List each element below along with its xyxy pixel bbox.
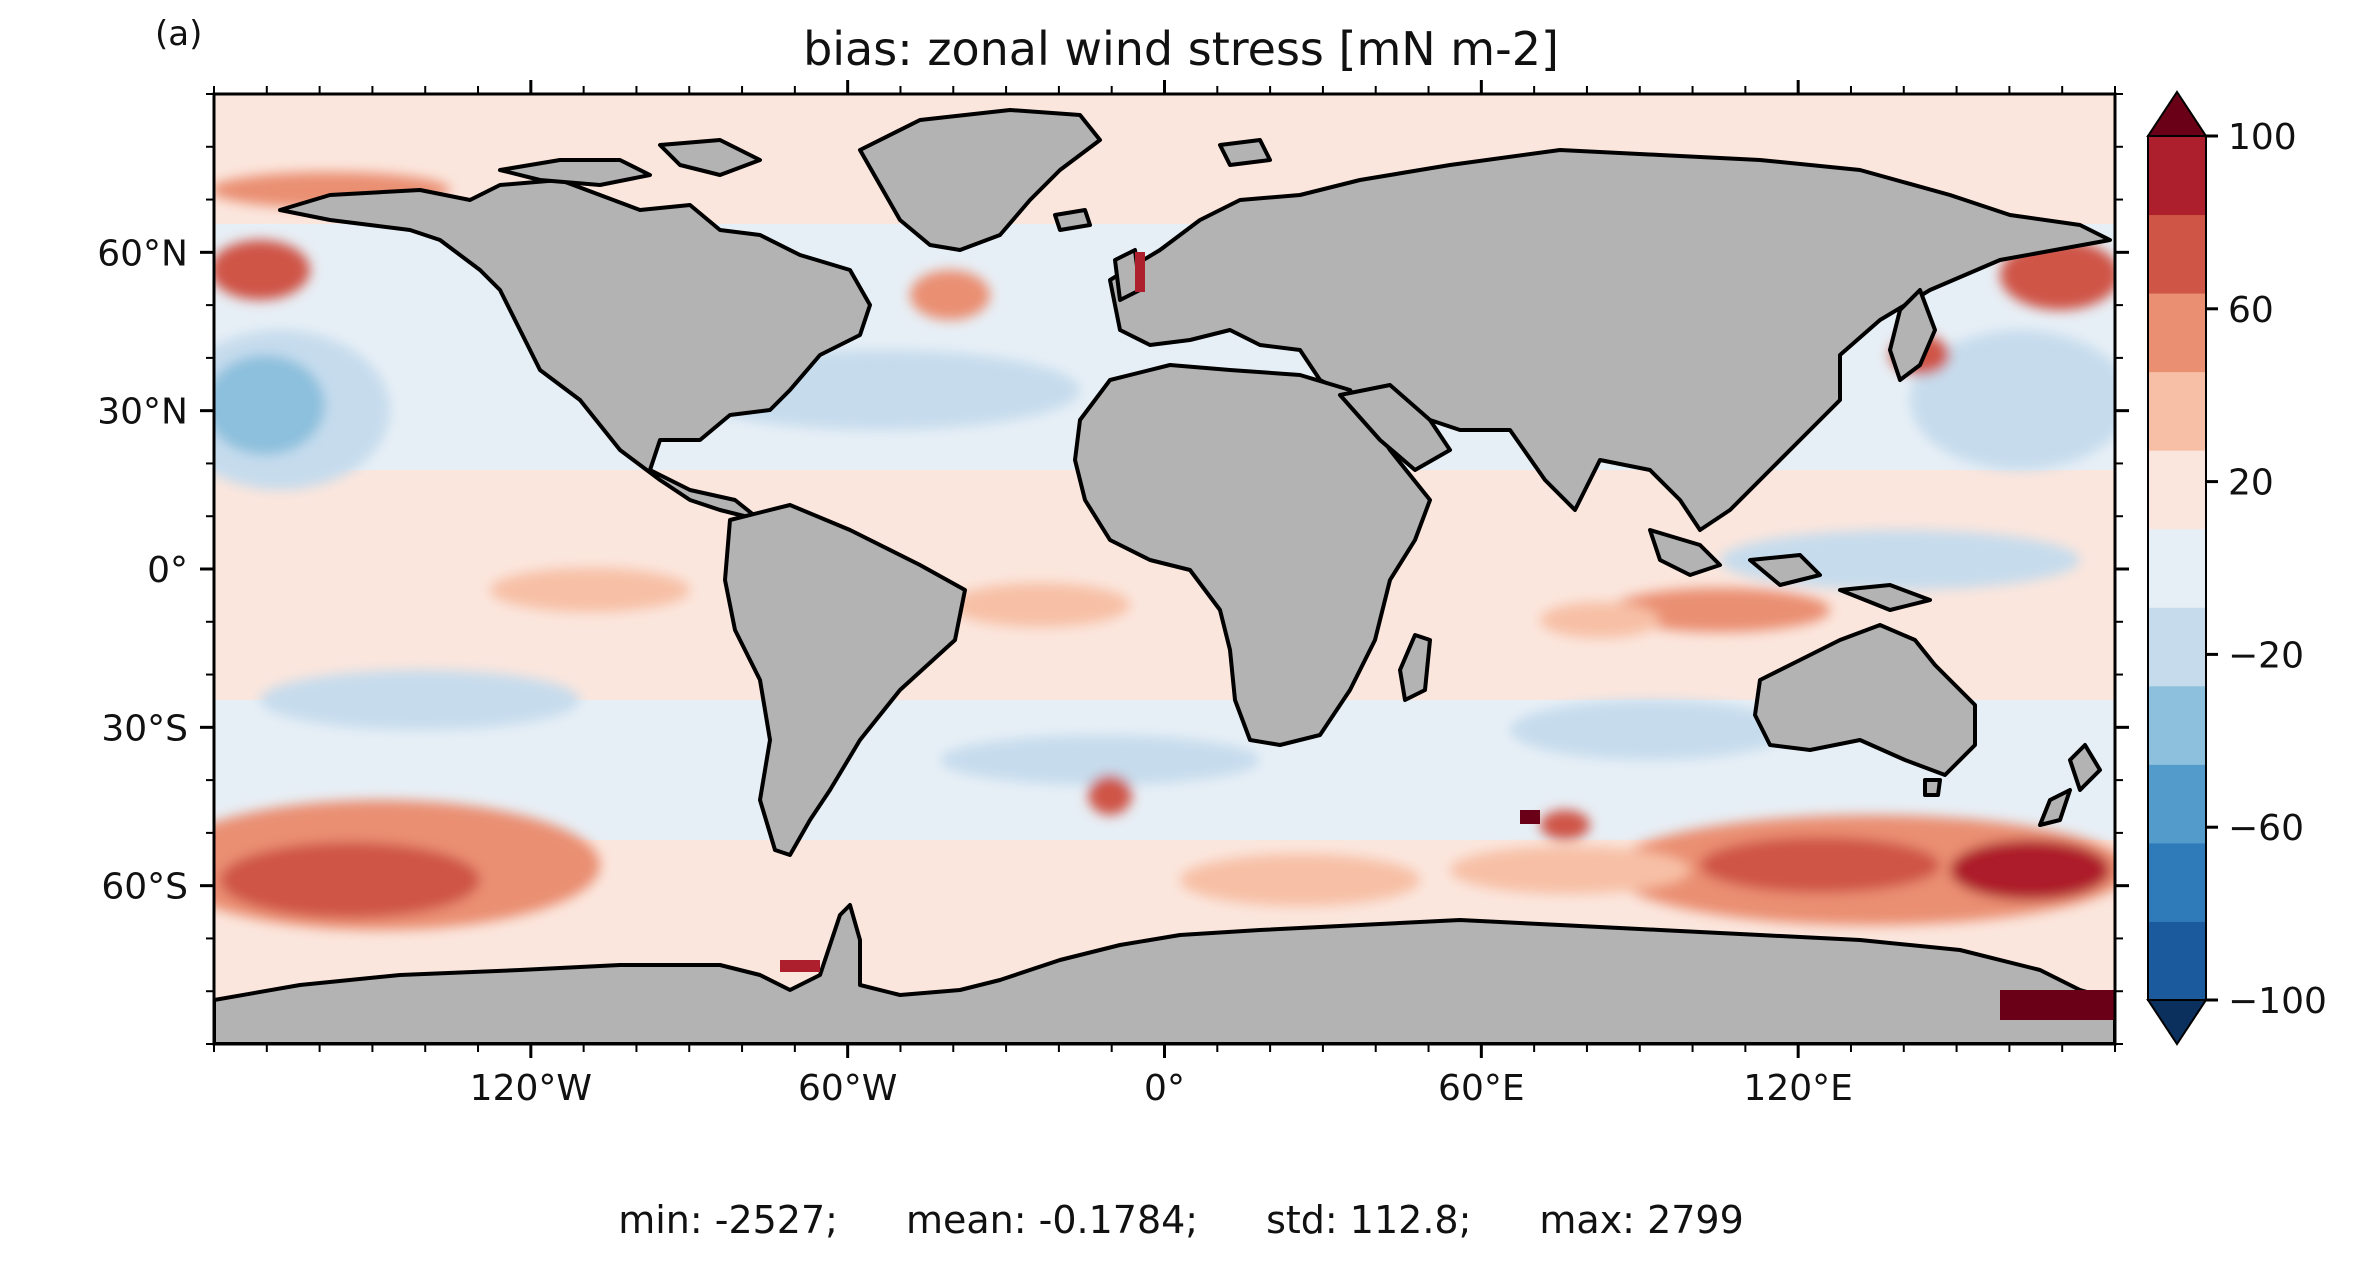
colorbar-tick-label: 60 bbox=[2228, 290, 2274, 331]
colorbar-tick-label: −100 bbox=[2228, 981, 2327, 1022]
south-america bbox=[723, 503, 967, 857]
map-axes: 120°W 60°W 0° 60°E 120°E 60°N 30°N 0° 30°S 60°S bbox=[97, 80, 2129, 1109]
indonesia bbox=[1648, 528, 1932, 612]
colorbar: 100 60 20 −20 −60 −100 bbox=[2146, 90, 2327, 1046]
iceland bbox=[1053, 208, 1092, 232]
latitude-tick-label: 30°N bbox=[97, 392, 188, 433]
africa bbox=[1073, 363, 1432, 747]
colorbar-segment bbox=[2148, 528, 2206, 608]
land bbox=[214, 108, 2115, 1044]
arabia bbox=[1338, 383, 1452, 472]
svalbard bbox=[1218, 138, 1272, 167]
coastal-extremes bbox=[780, 252, 2115, 1020]
longitude-tick-label: 60°E bbox=[1438, 1068, 1525, 1109]
map-title: bias: zonal wind stress [mN m-2] bbox=[803, 22, 1559, 76]
colorbar-segment bbox=[2148, 214, 2206, 294]
stat-std: std: 112.8; bbox=[1266, 1198, 1472, 1242]
colorbar-segment bbox=[2148, 764, 2206, 844]
colorbar-tick-label: 100 bbox=[2228, 117, 2297, 158]
stat-max: max: 2799 bbox=[1539, 1198, 1744, 1242]
colorbar-under-triangle bbox=[2146, 999, 2208, 1046]
longitude-tick-label: 60°W bbox=[798, 1068, 897, 1109]
panel-label: (a) bbox=[155, 14, 203, 54]
latitude-tick-label: 0° bbox=[147, 550, 188, 591]
colorbar-segment bbox=[2148, 921, 2206, 1001]
colorbar-segment bbox=[2148, 371, 2206, 451]
latitude-tick-labels: 60°N 30°N 0° 30°S 60°S bbox=[97, 233, 188, 907]
colorbar-frame bbox=[2147, 135, 2207, 1001]
greenland bbox=[858, 108, 1102, 252]
colorbar-segment bbox=[2148, 293, 2206, 373]
latitude-tick-label: 60°S bbox=[101, 867, 188, 908]
colorbar-over-triangle bbox=[2146, 90, 2208, 137]
north-america bbox=[278, 178, 872, 522]
tasmania bbox=[1923, 778, 1942, 797]
australia bbox=[1753, 623, 1977, 777]
antarctica bbox=[214, 903, 2115, 1044]
canadian-archipelago bbox=[498, 138, 762, 187]
colorbar-tick-label: 20 bbox=[2228, 463, 2274, 504]
latitude-tick-label: 60°N bbox=[97, 233, 188, 274]
japan bbox=[1888, 288, 1937, 382]
colorbar-segment bbox=[2148, 685, 2206, 765]
new-zealand bbox=[2038, 743, 2102, 827]
colorbar-segment bbox=[2148, 136, 2206, 216]
colorbar-segment bbox=[2148, 607, 2206, 687]
axis-ticks bbox=[200, 80, 2129, 1058]
colorbar-segment bbox=[2148, 450, 2206, 530]
longitude-tick-labels: 120°W 60°W 0° 60°E 120°E bbox=[470, 1068, 1853, 1109]
statistics-line: min: -2527; mean: -0.1784; std: 112.8; max:… bbox=[0, 1198, 2362, 1242]
colorbar-tick-label: −20 bbox=[2228, 635, 2304, 676]
latitude-tick-label: 30°S bbox=[101, 708, 188, 749]
madagascar bbox=[1398, 633, 1432, 702]
bias-field bbox=[214, 94, 2115, 1044]
longitude-tick-label: 120°E bbox=[1743, 1068, 1852, 1109]
colorbar-segment bbox=[2148, 842, 2206, 922]
stat-mean: mean: -0.1784; bbox=[905, 1198, 1199, 1242]
stat-min: min: -2527; bbox=[618, 1198, 838, 1242]
longitude-tick-label: 0° bbox=[1144, 1068, 1185, 1109]
colorbar-tick-label: −60 bbox=[2228, 808, 2304, 849]
longitude-tick-label: 120°W bbox=[470, 1068, 592, 1109]
